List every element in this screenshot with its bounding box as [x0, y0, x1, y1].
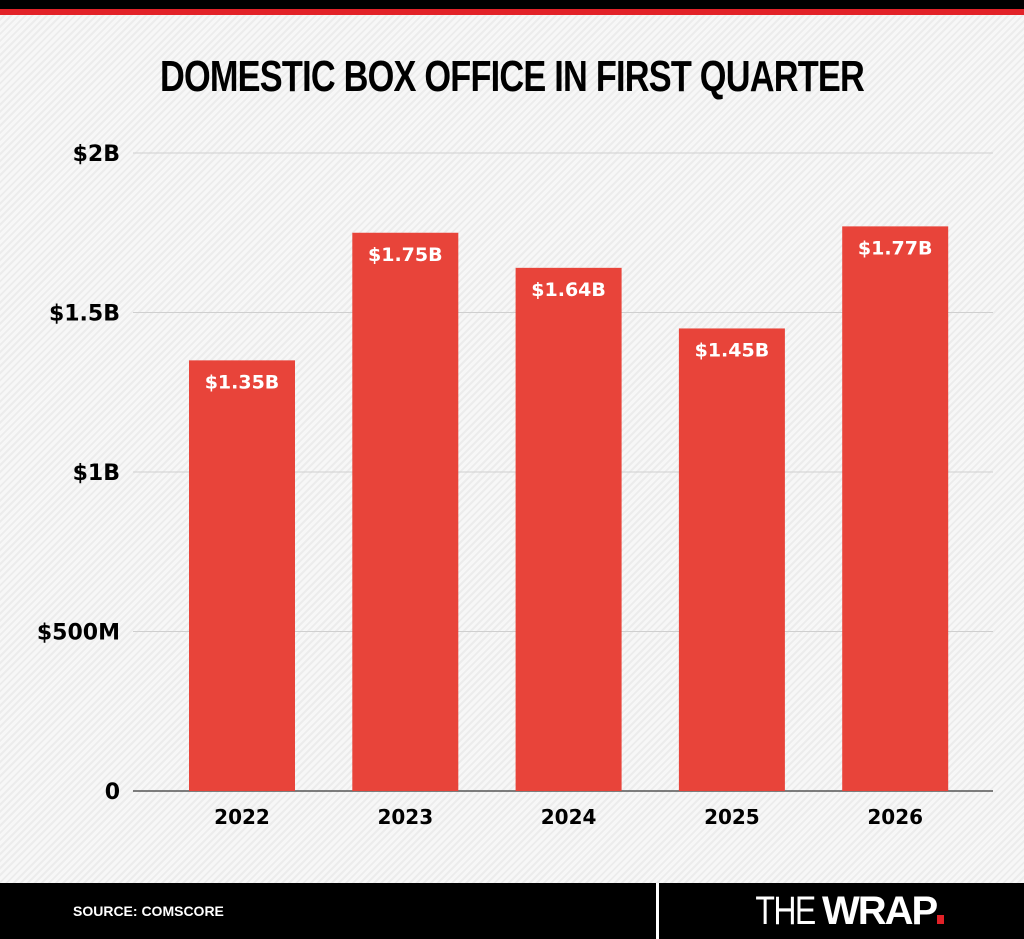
- data-label: $1.45B: [695, 339, 770, 361]
- x-tick-label: 2025: [704, 805, 760, 829]
- x-tick-label: 2026: [867, 805, 923, 829]
- data-label: $1.75B: [368, 244, 443, 266]
- data-label: $1.35B: [205, 371, 280, 393]
- footer: [0, 883, 1024, 939]
- bar-chart: 0 $500M $1B $1.5B $2B $1.35B 2022 $1.75B 2023 $1.…: [37, 142, 993, 829]
- top-black-bar: [0, 0, 1024, 9]
- x-tick-label: 2022: [214, 805, 270, 829]
- data-label: $1.64B: [531, 279, 606, 301]
- bar-2023: [352, 232, 459, 791]
- x-tick-label: 2023: [377, 805, 433, 829]
- thewrap-logo: THE WRAP: [748, 889, 945, 934]
- y-tick-label: $1B: [73, 461, 120, 486]
- bar-2022: [189, 360, 295, 791]
- y-tick-label: $500M: [37, 621, 120, 646]
- y-tick-label: 0: [105, 780, 120, 805]
- footer-divider: [656, 883, 659, 939]
- y-tick-label: $2B: [73, 142, 120, 167]
- data-label: $1.77B: [858, 237, 933, 259]
- bar-2025: [678, 328, 785, 791]
- chart-title: DOMESTIC BOX OFFICE IN FIRST QUARTER: [159, 52, 865, 101]
- x-tick-label: 2024: [541, 805, 597, 829]
- y-tick-label: $1.5B: [49, 302, 120, 327]
- top-red-bar: [0, 9, 1024, 15]
- bar-2024: [515, 267, 622, 792]
- source-label: SOURCE: COMSCORE: [73, 903, 224, 919]
- bar-2026: [842, 226, 949, 791]
